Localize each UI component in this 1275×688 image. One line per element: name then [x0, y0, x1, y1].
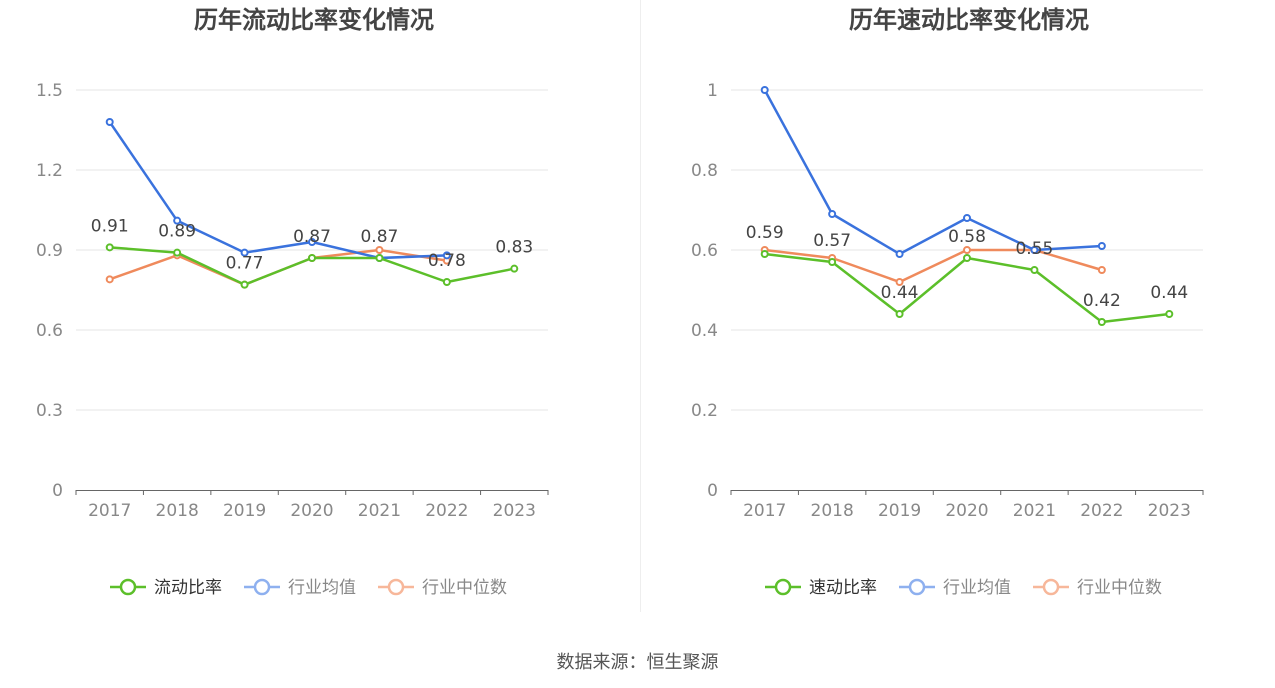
- company-point: [105, 243, 114, 252]
- legend-label: 速动比率: [809, 578, 877, 598]
- industry-avg-line: [763, 89, 1102, 256]
- industry-avg-point: [828, 210, 837, 218]
- quick-ratio-chart: 历年速动比率变化情况 0 0.2 0.4 0.6 0.8 1 2017 2018 2019 2020…: [691, 6, 1204, 598]
- legend-item-industry-median: 行业中位数: [378, 578, 507, 598]
- chart-title: 历年速动比率变化情况: [849, 6, 1089, 34]
- data-label: 0.91: [91, 216, 129, 236]
- industry-avg-point: [442, 251, 451, 260]
- data-label: 0.89: [158, 222, 196, 242]
- chart-title: 历年流动比率变化情况: [194, 6, 434, 34]
- legend-swatch-marker: [387, 578, 405, 596]
- x-tick-label: 2017: [743, 501, 786, 521]
- x-tick-label: 2018: [156, 501, 199, 521]
- industry-median-line: [109, 248, 448, 286]
- industry-median-point: [963, 246, 971, 254]
- y-tick-label: 0.6: [36, 321, 63, 341]
- industry-median-point: [105, 275, 114, 284]
- company-point: [828, 258, 837, 266]
- x-tick-label: 2021: [1013, 501, 1056, 521]
- data-label: 0.44: [881, 283, 919, 303]
- y-tick-label: 1.2: [36, 161, 63, 181]
- legend-item-industry-avg: 行业均值: [899, 578, 1011, 598]
- data-label: 0.59: [746, 223, 784, 243]
- legend-item-industry-avg: 行业均值: [244, 578, 356, 598]
- x-tick-label: 2021: [358, 501, 401, 521]
- legend-label: 行业均值: [943, 578, 1011, 598]
- company-line: [764, 252, 1170, 324]
- y-tick-label: 1.5: [36, 81, 63, 101]
- company-point: [1030, 266, 1039, 274]
- x-tick-label: 2022: [425, 501, 468, 521]
- company-point: [1097, 318, 1106, 326]
- x-tick-label: 2023: [1148, 501, 1191, 521]
- data-label: 0.42: [1083, 291, 1121, 311]
- data-source: 数据来源：恒生聚源: [556, 652, 719, 673]
- legend-label: 流动比率: [154, 578, 222, 598]
- y-tick-label: 0.6: [691, 241, 718, 261]
- y-tick-label: 0.9: [36, 241, 63, 261]
- company-point: [308, 254, 316, 262]
- legend-label: 行业中位数: [422, 578, 507, 598]
- legend-label: 行业中位数: [1077, 578, 1162, 598]
- legend-item-company: 速动比率: [765, 578, 877, 598]
- industry-avg-point: [308, 238, 316, 246]
- y-tick-label: 0: [707, 481, 718, 501]
- industry-avg-point: [1030, 246, 1039, 254]
- company-point: [375, 254, 384, 262]
- y-tick-label: 0.8: [691, 161, 718, 181]
- x-tick-label: 2019: [878, 501, 921, 521]
- data-label: 0.57: [813, 231, 851, 251]
- legend-swatch-marker: [1042, 578, 1060, 596]
- data-label: 0.78: [428, 251, 466, 271]
- company-point: [173, 248, 182, 257]
- x-tick-label: 2018: [811, 501, 854, 521]
- company-point: [510, 264, 519, 273]
- company-point: [1165, 310, 1174, 318]
- industry-median-point: [375, 246, 384, 254]
- data-label: 0.58: [948, 227, 986, 247]
- industry-avg-point: [963, 214, 971, 222]
- x-tick-label: 2019: [223, 501, 266, 521]
- legend-swatch-marker: [774, 578, 792, 596]
- chart-divider: [640, 0, 641, 612]
- data-label: 0.87: [293, 227, 331, 247]
- industry-median-line: [764, 248, 1103, 284]
- industry-avg-point: [1097, 242, 1106, 250]
- company-point: [442, 278, 451, 286]
- industry-median-point: [1097, 266, 1106, 274]
- industry-avg-point: [760, 86, 769, 94]
- data-label: 0.77: [226, 254, 264, 274]
- industry-median-point: [895, 278, 904, 286]
- company-point: [963, 254, 971, 262]
- industry-avg-point: [173, 216, 182, 225]
- company-point: [240, 280, 249, 289]
- data-label: 0.87: [360, 227, 398, 247]
- industry-avg-point: [240, 248, 249, 257]
- x-tick-label: 2017: [88, 501, 131, 521]
- y-tick-label: 0.2: [691, 401, 718, 421]
- y-tick-label: 0.3: [36, 401, 63, 421]
- company-point: [760, 250, 769, 258]
- y-tick-label: 1: [707, 81, 718, 101]
- x-tick-label: 2020: [945, 501, 988, 521]
- data-label: 0.83: [495, 238, 533, 258]
- legend-item-company: 流动比率: [110, 578, 222, 598]
- legend-label: 行业均值: [288, 578, 356, 598]
- x-tick-label: 2023: [493, 501, 536, 521]
- industry-avg-point: [105, 118, 114, 126]
- legend-swatch-marker: [119, 578, 137, 596]
- company-point: [895, 310, 904, 318]
- x-tick-label: 2022: [1080, 501, 1123, 521]
- y-tick-label: 0.4: [691, 321, 718, 341]
- data-label: 0.44: [1150, 283, 1188, 303]
- industry-avg-point: [895, 250, 904, 258]
- legend-item-industry-median: 行业中位数: [1033, 578, 1162, 598]
- industry-avg-line: [108, 121, 447, 260]
- x-tick-label: 2020: [290, 501, 333, 521]
- legend-swatch-marker: [253, 578, 271, 596]
- y-tick-label: 0: [52, 481, 63, 501]
- data-label: 0.55: [1015, 239, 1053, 259]
- legend-swatch-marker: [908, 578, 926, 596]
- current-ratio-chart: 历年流动比率变化情况 0 0.3 0.6 0.9 1.2 1.5 2017 2018 2019 20…: [36, 6, 549, 598]
